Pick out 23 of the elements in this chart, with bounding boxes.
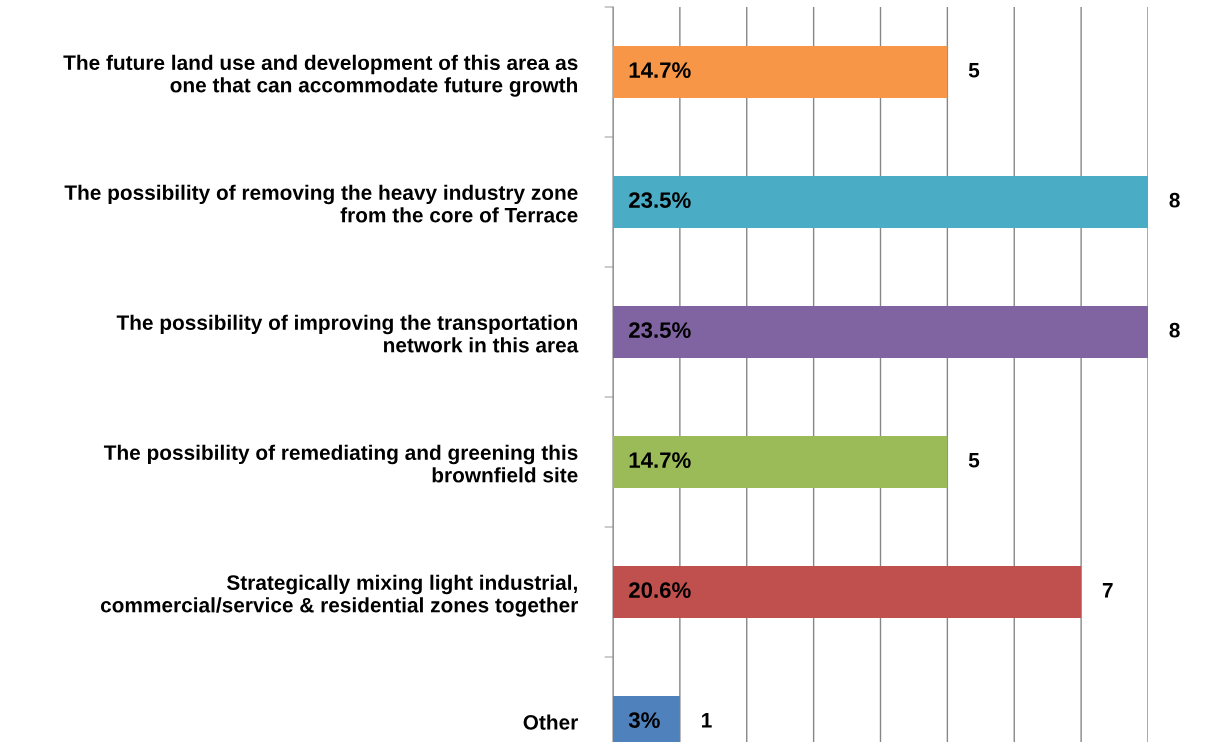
data-label: 1 (702, 713, 712, 728)
data-label: 5 (968, 453, 980, 468)
y-tick-label: Other (523, 714, 578, 730)
y-tick-label: The possibility of removing the heavy industry zone from the core of Terrace (64, 184, 578, 223)
bar (613, 436, 948, 488)
data-label: 5 (968, 63, 980, 78)
bar (613, 176, 1148, 228)
data-label: 8 (1169, 192, 1180, 208)
y-tick-label: The possibility of remediating and greening this brownfield site (103, 444, 578, 483)
y-tick-label: The possibility of improving the transportation network in this area (116, 314, 579, 353)
annotation: 14.7% (629, 62, 691, 78)
bar (613, 46, 948, 98)
data-label: 8 (1169, 322, 1180, 338)
y-tick-label: Strategically mixing light industrial, commercial/service & residential zones together (100, 574, 578, 617)
y-tick-label: The future land use and development of this area as one that can accommodate future growth (63, 54, 578, 97)
bar (613, 306, 1148, 358)
annotation: 3% (628, 712, 660, 728)
annotation: 23.5% (629, 192, 691, 208)
bar (613, 566, 1082, 618)
annotation: 20.6% (629, 582, 691, 598)
annotation: 23.5% (629, 322, 691, 338)
annotation: 14.7% (629, 452, 691, 468)
data-label: 7 (1102, 583, 1113, 598)
